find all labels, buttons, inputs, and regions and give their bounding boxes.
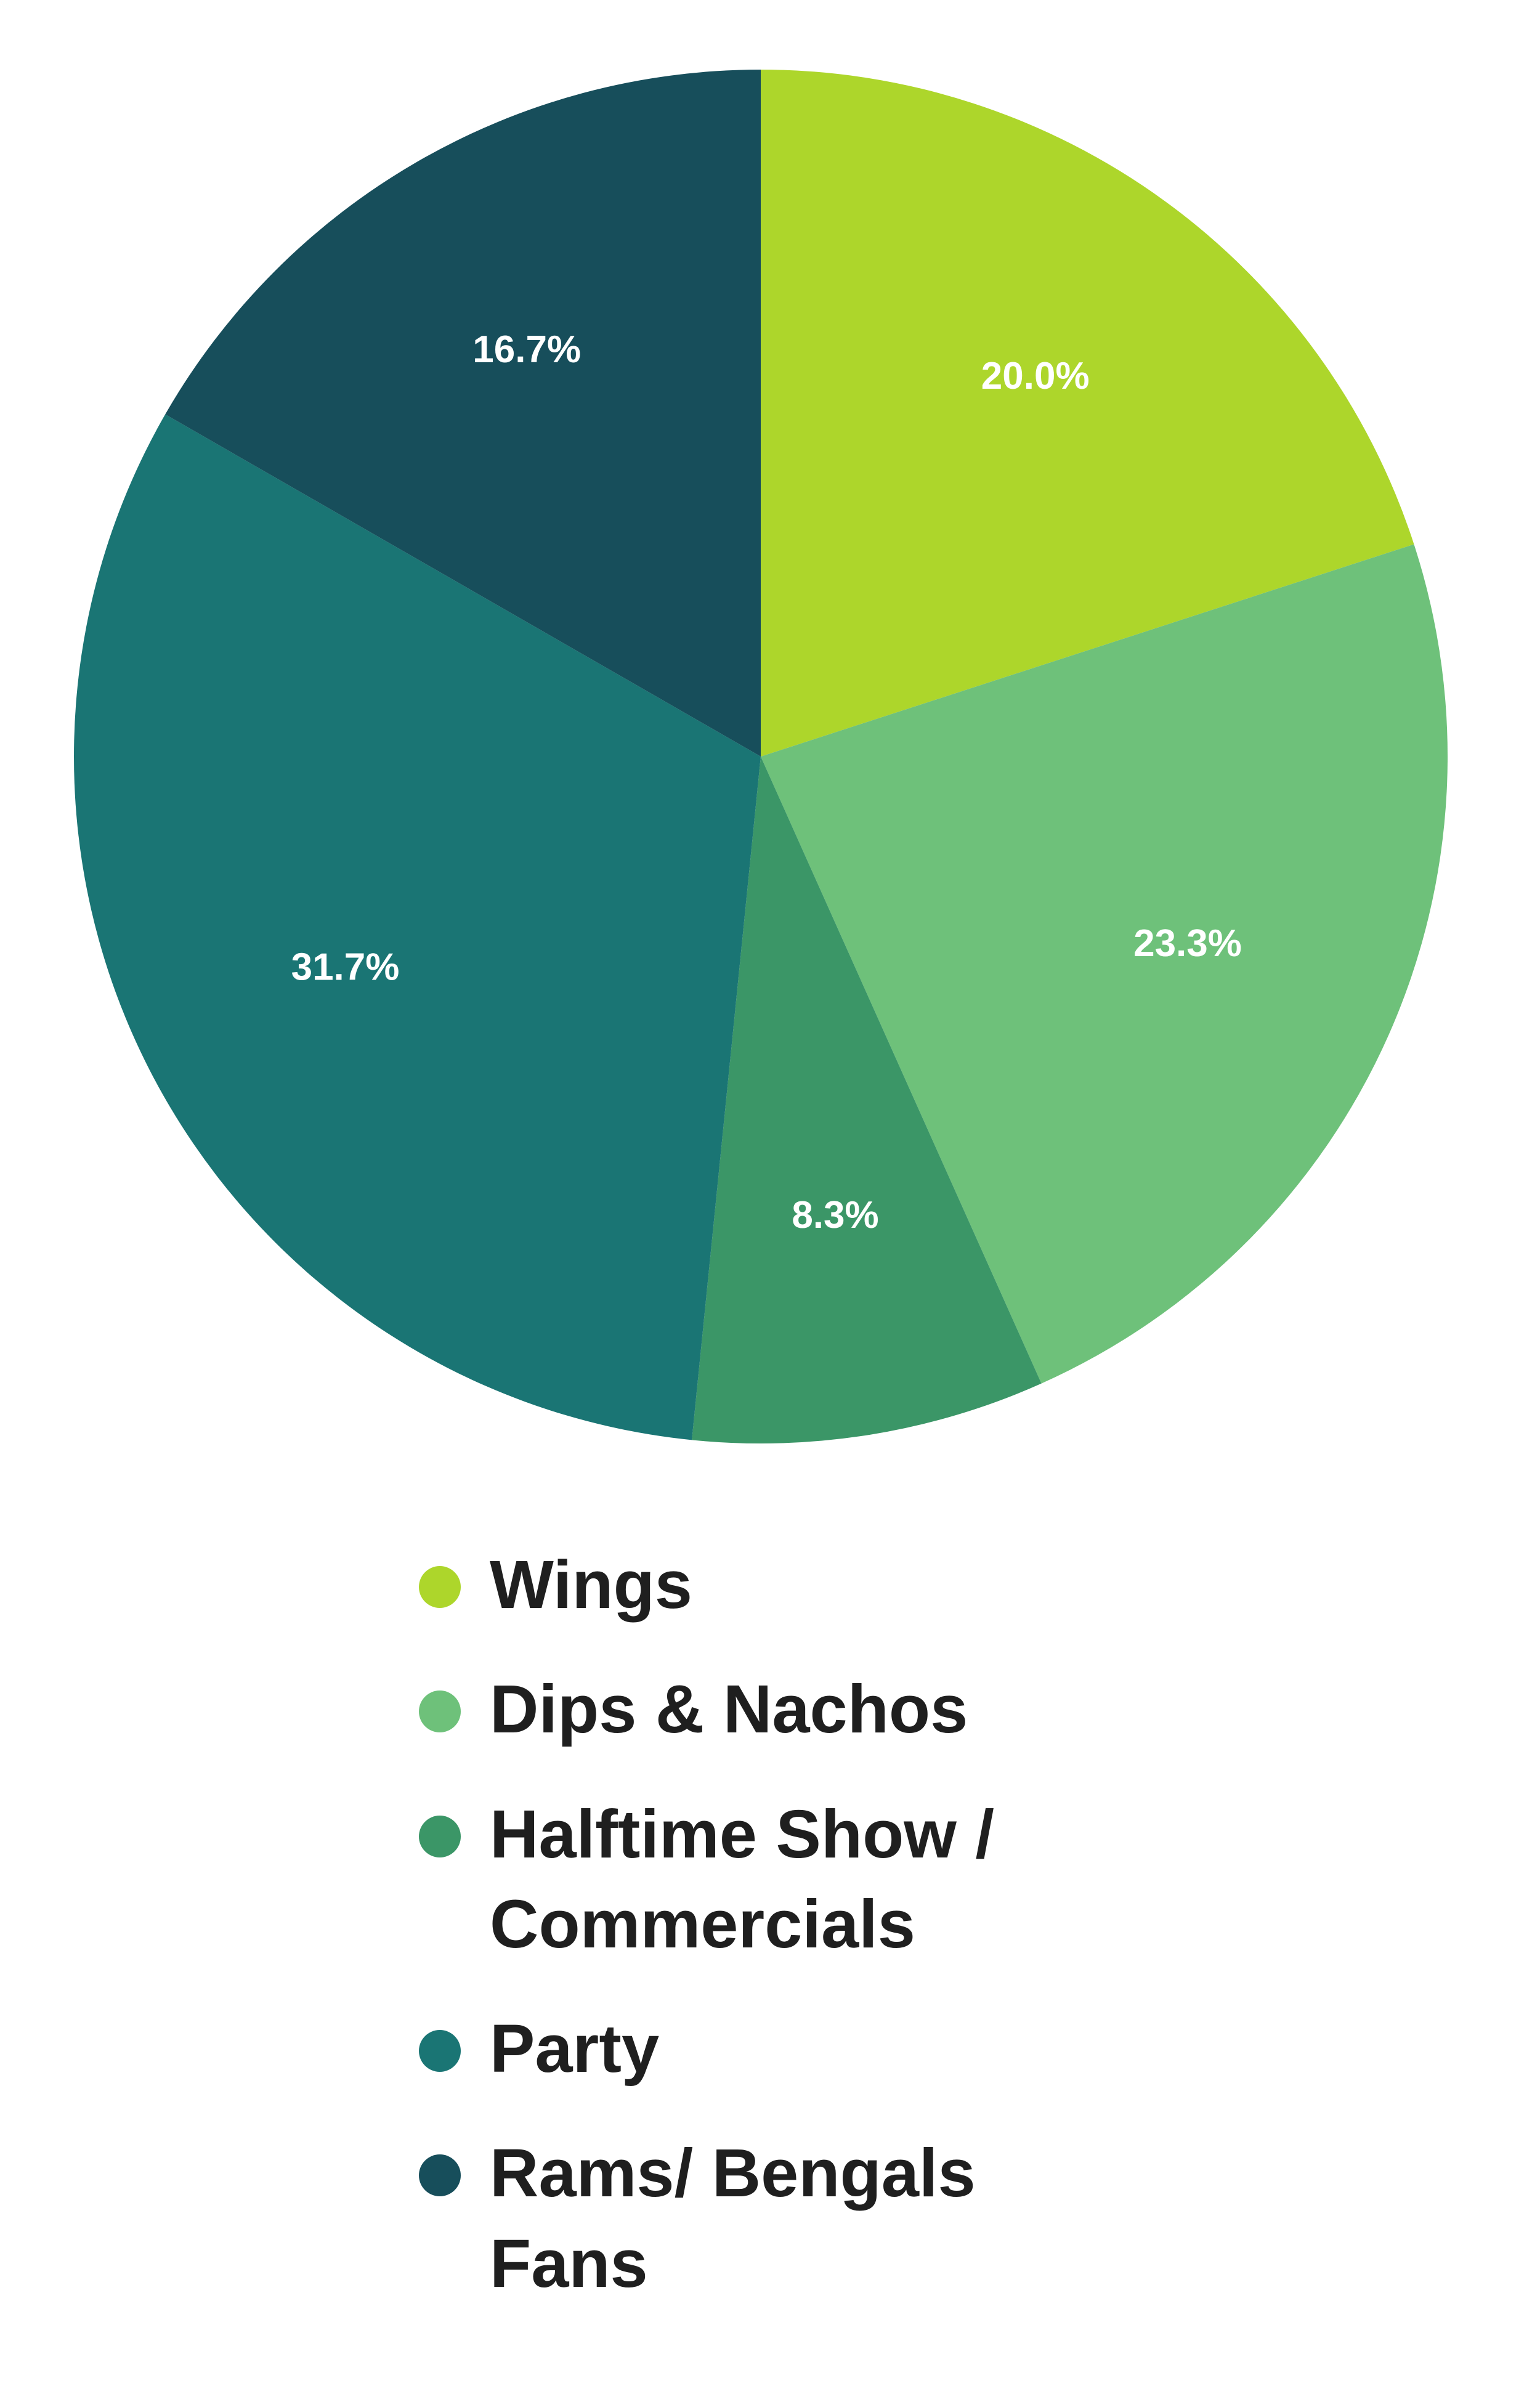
pie-slice-halftime-show-commercials xyxy=(692,757,1042,1443)
pie-slices xyxy=(74,70,1448,1443)
legend-swatch xyxy=(419,2154,461,2197)
slice-label-halftime-show-commercials: 8.3% xyxy=(792,1194,878,1236)
legend-label: Dips & Nachos xyxy=(490,1671,968,1748)
legend-swatch xyxy=(419,1566,461,1608)
legend-swatch xyxy=(419,2030,461,2072)
pie-slice-party xyxy=(74,414,761,1440)
slice-label-dips-nachos: 23.3% xyxy=(1133,922,1242,965)
chart-legend: Wings Dips & Nachos Halftime Show / Comm… xyxy=(419,1540,1343,2344)
legend-item-halftime-show-commercials: Halftime Show / Commercials xyxy=(419,1790,1343,1970)
legend-label: Party xyxy=(490,2011,660,2087)
legend-swatch xyxy=(419,1691,461,1733)
pie-slice-dips-nachos xyxy=(761,544,1448,1384)
legend-swatch xyxy=(419,1815,461,1857)
slice-label-rams-bengals-fans: 16.7% xyxy=(472,328,581,371)
pie-chart: 20.0% 23.3% 8.3% 31.7% 16.7% xyxy=(74,70,1448,1443)
pie-slice-wings xyxy=(761,70,1414,757)
legend-label: Wings xyxy=(490,1547,692,1623)
legend-item-dips-nachos: Dips & Nachos xyxy=(419,1665,1343,1755)
slice-label-party: 31.7% xyxy=(291,946,400,989)
legend-item-wings: Wings xyxy=(419,1540,1343,1630)
legend-item-rams-bengals-fans: Rams/ Bengals Fans xyxy=(419,2129,1343,2309)
legend-label: Halftime Show / Commercials xyxy=(490,1796,994,1962)
pie-slice-labels: 20.0% 23.3% 8.3% 31.7% 16.7% xyxy=(291,328,1242,1236)
legend-label: Rams/ Bengals Fans xyxy=(490,2135,976,2302)
pie-slice-rams-bengals-fans xyxy=(165,70,761,757)
slice-label-wings: 20.0% xyxy=(981,355,1090,397)
legend-item-party: Party xyxy=(419,2004,1343,2094)
